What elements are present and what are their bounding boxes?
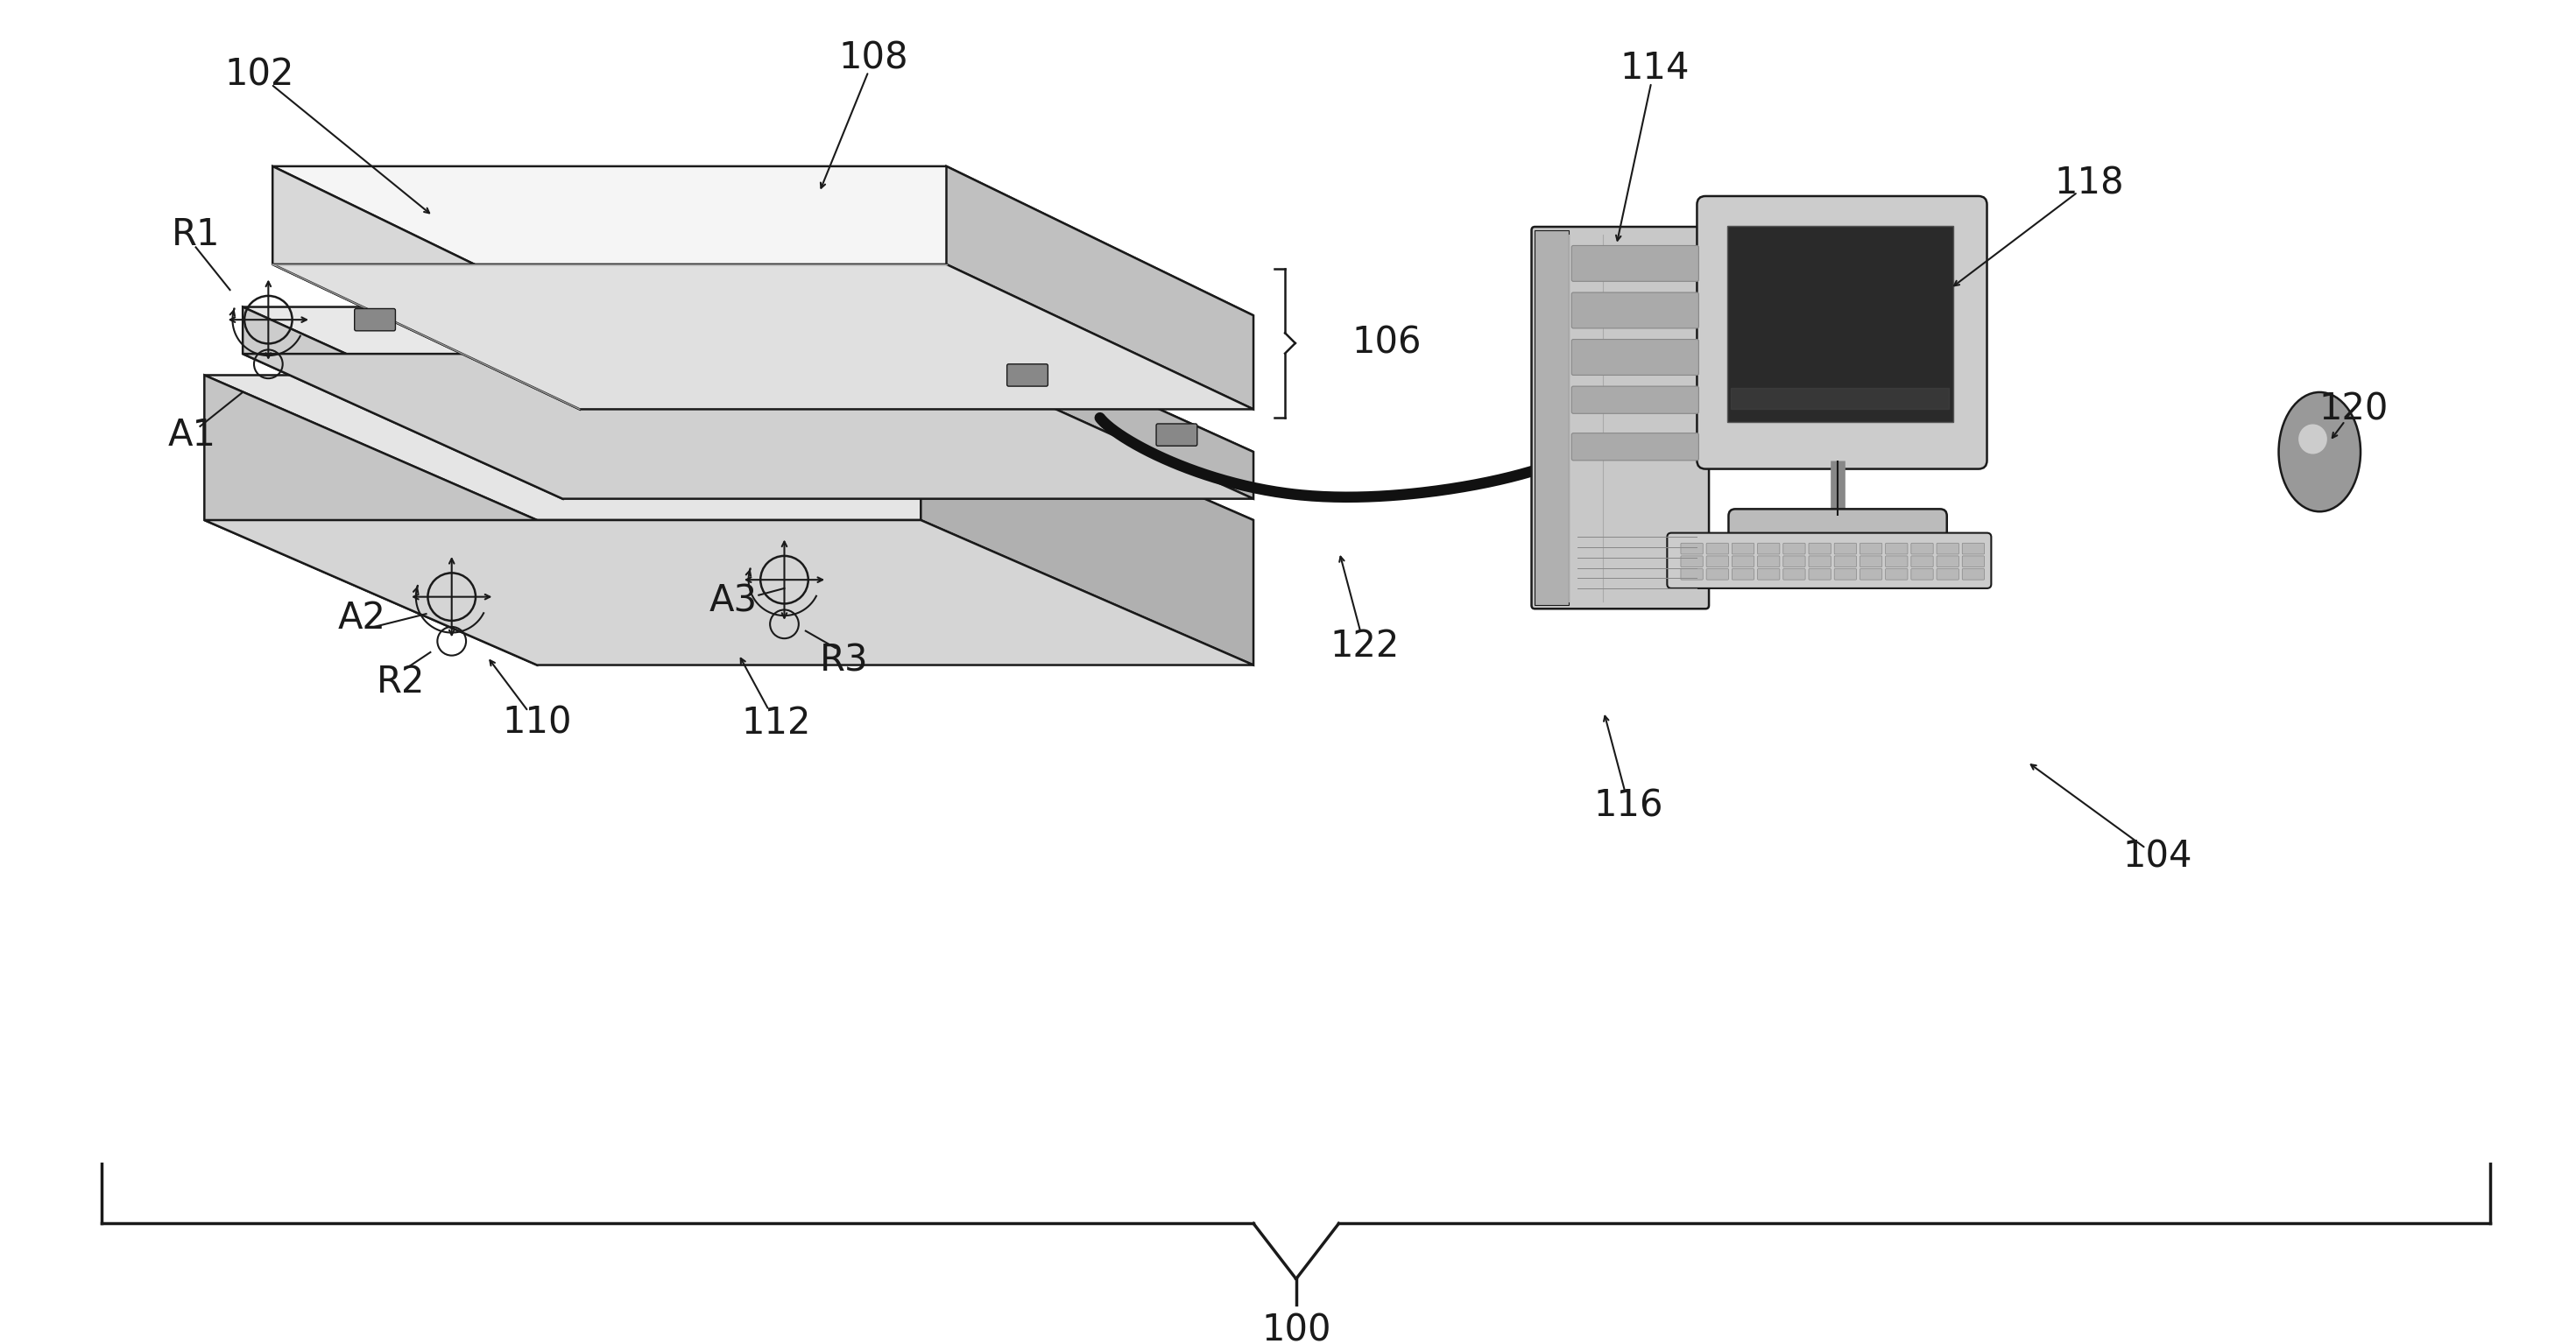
Polygon shape [242, 306, 1255, 452]
FancyBboxPatch shape [1705, 569, 1728, 579]
FancyBboxPatch shape [1157, 423, 1198, 446]
FancyBboxPatch shape [1731, 556, 1754, 567]
FancyBboxPatch shape [1571, 293, 1698, 328]
FancyBboxPatch shape [1886, 569, 1909, 579]
Polygon shape [933, 306, 1255, 499]
FancyBboxPatch shape [1860, 543, 1883, 554]
Polygon shape [204, 375, 536, 665]
FancyBboxPatch shape [1680, 543, 1703, 554]
FancyBboxPatch shape [1571, 433, 1698, 461]
Text: A3: A3 [708, 583, 757, 620]
Polygon shape [204, 520, 1255, 665]
Text: 118: 118 [2056, 165, 2125, 202]
FancyBboxPatch shape [1731, 569, 1754, 579]
FancyBboxPatch shape [1963, 556, 1984, 567]
Text: 120: 120 [2318, 391, 2388, 427]
Polygon shape [273, 167, 1255, 316]
FancyBboxPatch shape [1860, 569, 1883, 579]
Text: 110: 110 [502, 704, 572, 742]
FancyBboxPatch shape [1860, 556, 1883, 567]
FancyBboxPatch shape [1937, 569, 1958, 579]
Polygon shape [945, 167, 1255, 410]
FancyBboxPatch shape [1728, 509, 1947, 566]
FancyBboxPatch shape [1834, 543, 1857, 554]
FancyBboxPatch shape [1731, 543, 1754, 554]
FancyBboxPatch shape [1886, 556, 1909, 567]
FancyBboxPatch shape [1911, 543, 1932, 554]
Text: R2: R2 [376, 664, 425, 700]
FancyBboxPatch shape [1834, 556, 1857, 567]
FancyBboxPatch shape [1937, 556, 1958, 567]
FancyBboxPatch shape [1571, 386, 1698, 414]
Text: R3: R3 [819, 642, 868, 679]
FancyBboxPatch shape [1963, 569, 1984, 579]
Text: A1: A1 [167, 417, 216, 453]
FancyBboxPatch shape [1783, 556, 1806, 567]
FancyBboxPatch shape [1783, 543, 1806, 554]
Ellipse shape [2280, 392, 2360, 512]
Polygon shape [273, 265, 1255, 410]
FancyBboxPatch shape [1680, 569, 1703, 579]
Polygon shape [920, 375, 1255, 665]
FancyBboxPatch shape [1571, 339, 1698, 375]
FancyBboxPatch shape [1808, 543, 1832, 554]
Text: 104: 104 [2123, 839, 2192, 875]
Text: 114: 114 [1620, 50, 1690, 86]
Polygon shape [1535, 230, 1569, 605]
FancyBboxPatch shape [1705, 556, 1728, 567]
FancyBboxPatch shape [355, 309, 394, 331]
FancyBboxPatch shape [1808, 556, 1832, 567]
Polygon shape [273, 167, 580, 410]
FancyBboxPatch shape [1698, 196, 1986, 469]
FancyBboxPatch shape [1757, 556, 1780, 567]
FancyBboxPatch shape [1533, 227, 1708, 609]
Text: 106: 106 [1352, 324, 1422, 362]
FancyBboxPatch shape [1808, 569, 1832, 579]
FancyBboxPatch shape [1911, 556, 1932, 567]
Polygon shape [204, 375, 1255, 520]
FancyBboxPatch shape [1007, 364, 1048, 386]
FancyBboxPatch shape [1726, 226, 1953, 422]
FancyBboxPatch shape [1571, 246, 1698, 281]
FancyBboxPatch shape [1667, 532, 1991, 589]
Text: 122: 122 [1329, 628, 1399, 665]
Text: 112: 112 [742, 704, 811, 742]
FancyBboxPatch shape [1886, 543, 1909, 554]
Polygon shape [242, 306, 562, 499]
Text: R1: R1 [173, 216, 219, 253]
Polygon shape [242, 353, 1255, 499]
FancyBboxPatch shape [1757, 569, 1780, 579]
FancyBboxPatch shape [1911, 569, 1932, 579]
FancyBboxPatch shape [1937, 543, 1958, 554]
Ellipse shape [2298, 425, 2326, 454]
FancyBboxPatch shape [1783, 569, 1806, 579]
FancyBboxPatch shape [1680, 556, 1703, 567]
FancyBboxPatch shape [1757, 543, 1780, 554]
Text: 102: 102 [224, 56, 294, 94]
Text: 100: 100 [1262, 1312, 1332, 1344]
Text: A2: A2 [337, 599, 386, 637]
FancyBboxPatch shape [1834, 569, 1857, 579]
FancyBboxPatch shape [1963, 543, 1984, 554]
FancyBboxPatch shape [1705, 543, 1728, 554]
Text: 116: 116 [1595, 788, 1664, 824]
Text: 108: 108 [840, 39, 909, 77]
